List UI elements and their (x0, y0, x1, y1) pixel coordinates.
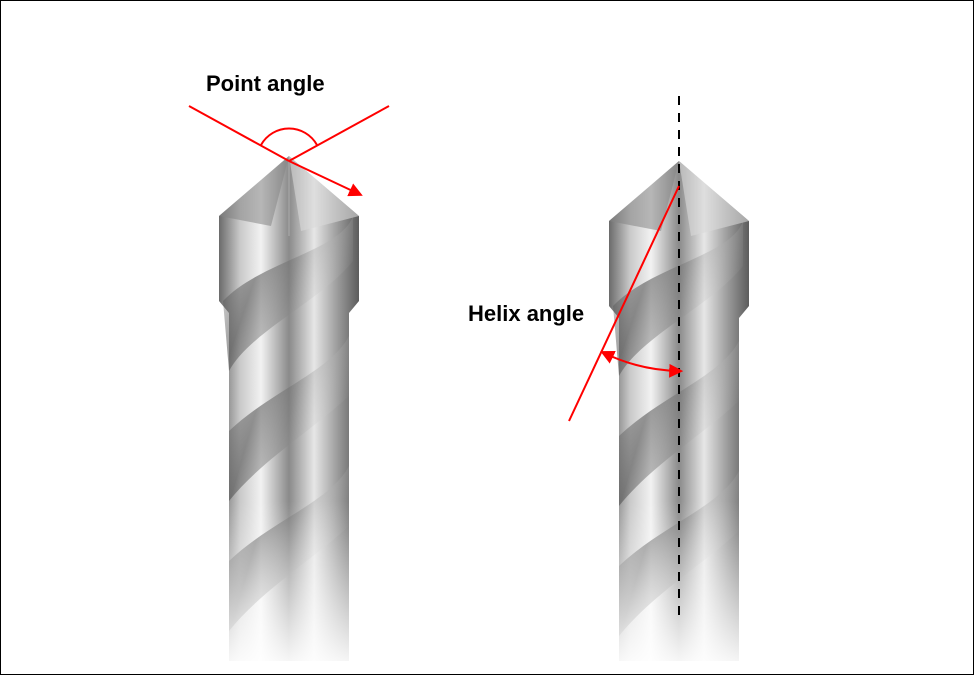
drill-bit-right (601, 161, 761, 674)
label-helix-angle: Helix angle (468, 301, 584, 327)
diagram-svg (1, 1, 973, 674)
diagram-frame: Point angle Helix angle (0, 0, 974, 675)
label-point-angle: Point angle (206, 71, 325, 97)
drill-bit-left (211, 156, 371, 674)
